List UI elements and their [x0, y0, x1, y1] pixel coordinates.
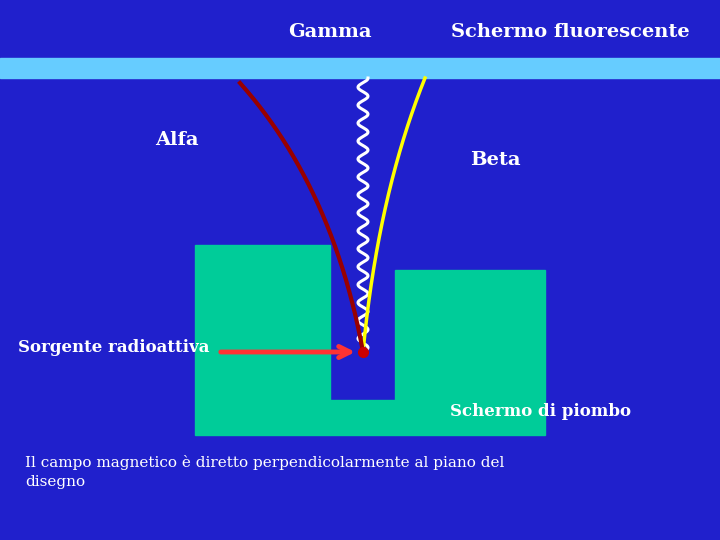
Bar	[195, 245, 330, 435]
Text: Schermo fluorescente: Schermo fluorescente	[451, 23, 689, 41]
Bar	[395, 270, 545, 435]
Text: Il campo magnetico è diretto perpendicolarmente al piano del
disegno: Il campo magnetico è diretto perpendicol…	[25, 455, 505, 489]
Bar	[0, 58, 720, 78]
Text: Sorgente radioattiva: Sorgente radioattiva	[18, 340, 210, 356]
Text: Schermo di piombo: Schermo di piombo	[450, 403, 631, 421]
Text: Alfa: Alfa	[155, 131, 199, 149]
Text: Gamma: Gamma	[288, 23, 372, 41]
Text: Beta: Beta	[470, 151, 521, 169]
Bar	[330, 400, 395, 435]
